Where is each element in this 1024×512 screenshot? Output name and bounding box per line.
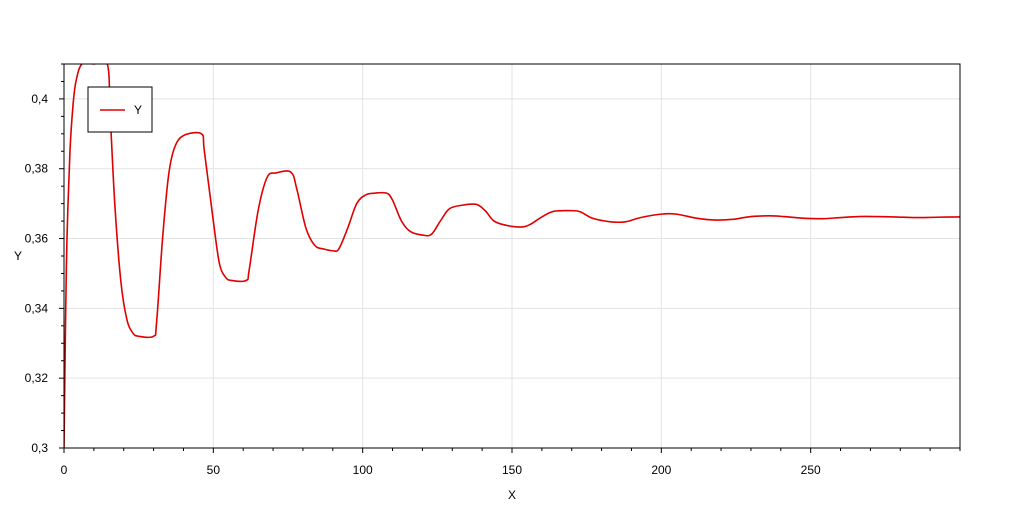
x-tick-label: 100 xyxy=(353,463,373,477)
y-tick-label: 0,34 xyxy=(25,301,49,315)
x-axis-label: X xyxy=(508,488,516,502)
legend-label-y: Y xyxy=(134,103,142,117)
x-tick-label: 0 xyxy=(61,463,68,477)
y-axis-label: Y xyxy=(14,249,22,263)
x-tick-label: 50 xyxy=(207,463,221,477)
y-axis: 0,3 0,32 0,34 0,36 0,38 0,4 xyxy=(25,63,64,455)
x-axis: 0 50 100 150 200 250 xyxy=(61,448,961,477)
y-tick-label: 0,32 xyxy=(25,371,49,385)
x-tick-label: 250 xyxy=(801,463,821,477)
y-tick-label: 0,3 xyxy=(31,441,48,455)
x-tick-label: 150 xyxy=(502,463,522,477)
x-tick-label: 200 xyxy=(651,463,671,477)
y-tick-label: 0,36 xyxy=(25,232,49,246)
series-layer xyxy=(64,64,960,448)
legend: Y xyxy=(87,86,153,133)
y-tick-label: 0,4 xyxy=(31,92,48,106)
series-line-y xyxy=(64,64,960,448)
y-tick-label: 0,38 xyxy=(25,162,49,176)
grid xyxy=(64,64,960,448)
